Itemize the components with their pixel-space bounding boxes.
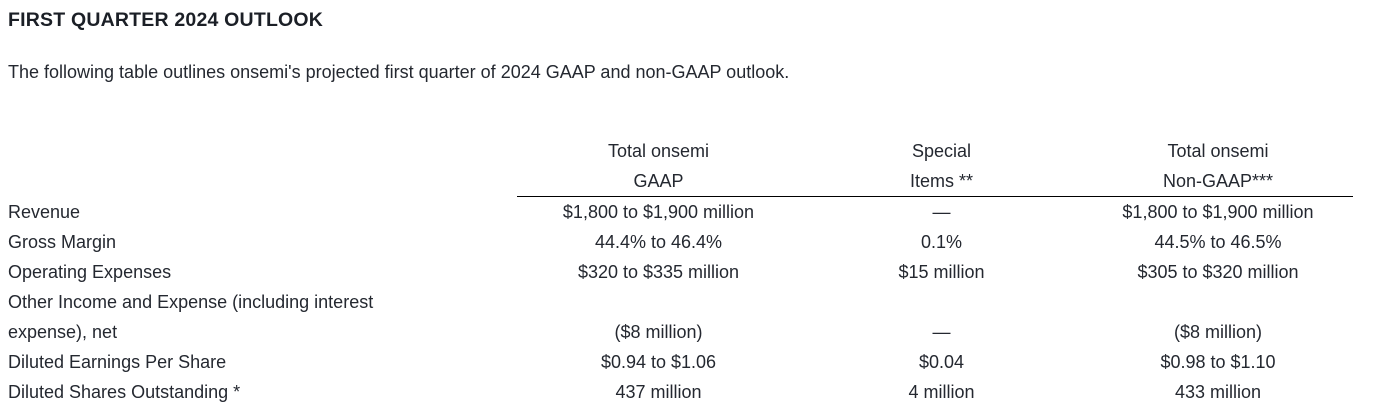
special-items-value: — <box>932 322 951 342</box>
non-gaap-value: $0.98 to $1.10 <box>1160 352 1276 372</box>
header-nongaap-line1: Total onsemi <box>1167 141 1269 161</box>
table-row-gross-margin: Gross Margin 44.4% to 46.4% 0.1% 44.5% t… <box>8 227 1353 257</box>
non-gaap-value: $1,800 to $1,900 million <box>1122 202 1314 222</box>
non-gaap-value: ($8 million) <box>1173 322 1263 342</box>
header-gaap-line1: Total onsemi <box>607 141 710 161</box>
gaap-value: $0.94 to $1.06 <box>600 352 717 372</box>
header-cell-gaap: Total onsemi GAAP <box>517 136 800 197</box>
table-row-revenue: Revenue $1,800 to $1,900 million — $1,80… <box>8 197 1353 228</box>
header-gaap-line2: GAAP <box>633 171 684 191</box>
gaap-value: ($8 million) <box>614 322 703 342</box>
header-special-line1: Special <box>911 141 972 161</box>
gaap-value: 437 million <box>615 382 702 402</box>
gaap-value: $1,800 to $1,900 million <box>562 202 755 222</box>
page-title: FIRST QUARTER 2024 OUTLOOK <box>8 9 324 31</box>
special-items-value: 0.1% <box>920 232 963 252</box>
table-header: Total onsemi GAAP Special Items ** Total… <box>8 136 1353 197</box>
non-gaap-value: $305 to $320 million <box>1137 262 1299 282</box>
header-cell-empty <box>8 136 517 197</box>
special-items-value: 4 million <box>908 382 975 402</box>
non-gaap-value: 433 million <box>1174 382 1262 402</box>
header-cell-non-gaap: Total onsemi Non-GAAP*** <box>1083 136 1353 197</box>
intro-text: The following table outlines onsemi's pr… <box>8 62 790 82</box>
special-items-value: $0.04 <box>918 352 965 372</box>
row-label: Diluted Shares Outstanding * <box>8 382 241 402</box>
non-gaap-value: 44.5% to 46.5% <box>1154 232 1282 252</box>
special-items-value: $15 million <box>898 262 985 282</box>
row-label-line2: expense), net <box>8 322 118 342</box>
row-label: Gross Margin <box>8 232 117 252</box>
table-row-other-income-expense: Other Income and Expense (including inte… <box>8 287 1353 347</box>
gaap-value: 44.4% to 46.4% <box>594 232 723 252</box>
gaap-value: $320 to $335 million <box>577 262 740 282</box>
table-row-operating-expenses: Operating Expenses $320 to $335 million … <box>8 257 1353 287</box>
row-label: Other Income and Expense (including inte… <box>8 287 517 347</box>
header-nongaap-line2: Non-GAAP*** <box>1162 171 1274 191</box>
outlook-table: Total onsemi GAAP Special Items ** Total… <box>8 136 1353 407</box>
row-label: Diluted Earnings Per Share <box>8 352 227 372</box>
header-special-line2: Items ** <box>909 171 974 191</box>
header-cell-special-items: Special Items ** <box>800 136 1083 197</box>
row-label-line1: Other Income and Expense (including inte… <box>8 292 374 312</box>
header-row: Total onsemi GAAP Special Items ** Total… <box>8 136 1353 197</box>
special-items-value: — <box>932 202 951 222</box>
table-row-diluted-shares: Diluted Shares Outstanding * 437 million… <box>8 377 1353 407</box>
table-row-diluted-eps: Diluted Earnings Per Share $0.94 to $1.0… <box>8 347 1353 377</box>
row-label: Revenue <box>8 202 81 222</box>
row-label: Operating Expenses <box>8 262 172 282</box>
table-body: Revenue $1,800 to $1,900 million — $1,80… <box>8 197 1353 408</box>
